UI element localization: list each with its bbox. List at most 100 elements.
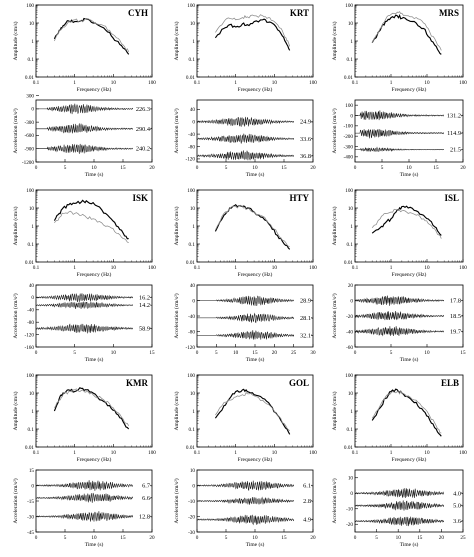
y-tick-label: 0: [350, 491, 353, 497]
x-tick-label: 10: [424, 350, 430, 356]
x-tick-label: 1: [390, 450, 393, 456]
pga-label: 58.9: [139, 325, 150, 332]
spectrum-series-black: [53, 199, 129, 240]
y-tick-label: 10: [29, 21, 35, 27]
y-tick-label: 1: [31, 39, 34, 45]
x-tick-label: 5: [215, 350, 218, 356]
label-backdrop: [133, 104, 150, 113]
x-tick-label: 10: [252, 535, 258, 541]
x-tick-label: 10: [272, 265, 278, 271]
x-tick-label: 100: [459, 265, 467, 271]
y-tick-label: 0.1: [347, 57, 354, 63]
x-tick-label: 5: [225, 535, 228, 541]
accelerogram-panel-mrs: 0 5 10 15 20 -400 -300 -200 -100 0 100 Time (s) Acce…: [331, 99, 466, 178]
spectrum-series-gray: [215, 204, 290, 248]
label-backdrop: [444, 327, 461, 336]
y-tick-label: 0.1: [28, 427, 35, 433]
y-tick-label: 0.01: [25, 260, 34, 266]
spectrum-series-gray: [54, 18, 130, 52]
label-backdrop: [294, 117, 311, 126]
accelerogram-trace: [196, 514, 314, 526]
accelerogram-panel-krt: 0 5 10 15 20 -120 -80 -40 0 40 Time (s) Acceleratio…: [173, 99, 316, 178]
y-tick-label: 100: [345, 103, 353, 109]
y-tick-label: 100: [26, 3, 34, 9]
y-tick-label: 10: [348, 21, 354, 27]
y-tick-label: 10: [348, 206, 354, 212]
label-backdrop: [133, 493, 150, 502]
x-tick-label: 10: [111, 265, 117, 271]
y-axis-label: Amplitude (cm/s): [173, 206, 180, 245]
y-tick-label: -30: [188, 530, 195, 536]
y-tick-label: -10: [188, 499, 195, 505]
y-tick-label: 1: [350, 39, 353, 45]
y-tick-label: -15: [27, 499, 34, 505]
y-tick-label: -60: [346, 345, 353, 351]
x-axis-label: Time (s): [85, 171, 104, 178]
plot-frame: [354, 469, 464, 533]
x-tick-label: 0: [354, 165, 357, 171]
y-tick-label: 0: [31, 483, 34, 489]
x-tick-label: 10: [272, 450, 278, 456]
label-backdrop: [133, 144, 150, 153]
x-tick-label: 0.1: [352, 265, 359, 271]
x-axis-label: Frequency (Hz): [392, 86, 427, 93]
x-axis-label: Time (s): [400, 171, 419, 178]
spectrum-series-black: [53, 17, 130, 55]
y-tick-label: 100: [26, 373, 34, 379]
y-tick-label: 10: [190, 391, 196, 397]
station-label: MRS: [439, 8, 459, 18]
y-tick-label: 0.1: [28, 242, 35, 248]
x-tick-label: 1: [234, 265, 237, 271]
spectrum-series-black: [214, 388, 291, 435]
label-backdrop: [444, 296, 461, 305]
x-axis-label: Time (s): [246, 541, 265, 548]
y-tick-label: 1: [350, 224, 353, 230]
x-axis-label: Time (s): [246, 356, 265, 363]
pga-label: 21.5: [450, 147, 461, 154]
label-backdrop: [444, 517, 461, 526]
y-tick-label: 0: [31, 295, 34, 301]
pga-label: 18.5: [450, 313, 461, 320]
y-tick-label: 10: [190, 206, 196, 212]
accelerogram-trace: [197, 480, 314, 491]
x-tick-label: 5: [381, 165, 384, 171]
spectrum-series-gray: [215, 14, 291, 47]
x-tick-label: 20: [460, 165, 466, 171]
y-tick-label: -160: [24, 345, 34, 351]
x-tick-label: 0.1: [33, 80, 40, 86]
y-tick-label: -900: [24, 147, 34, 153]
x-tick-label: 100: [459, 450, 467, 456]
label-backdrop: [294, 296, 311, 305]
pga-label: 114.9: [447, 130, 461, 137]
y-tick-label: 0.01: [25, 445, 34, 451]
y-tick-label: -400: [343, 155, 353, 161]
x-tick-label: 100: [148, 450, 156, 456]
spectrum-series-black: [214, 204, 291, 250]
pga-label: 2.8: [303, 498, 311, 505]
y-axis-label: Amplitude (cm/s): [12, 21, 19, 60]
x-tick-label: 0.1: [352, 450, 359, 456]
accelerogram-trace: [36, 293, 153, 303]
x-axis-label: Time (s): [85, 541, 104, 548]
spectrum-series-gray: [371, 390, 442, 434]
x-tick-label: 20: [149, 535, 155, 541]
y-tick-label: 100: [26, 188, 34, 194]
x-tick-label: 15: [120, 535, 126, 541]
y-tick-label: 0.01: [344, 445, 353, 451]
x-tick-label: 15: [460, 350, 466, 356]
y-tick-label: -600: [24, 133, 34, 139]
y-axis-label: Amplitude (cm/s): [331, 391, 338, 430]
x-tick-label: 1: [73, 80, 76, 86]
x-tick-label: 20: [149, 165, 155, 171]
x-tick-label: 0: [35, 350, 38, 356]
y-tick-label: 1: [31, 409, 34, 415]
y-axis-label: Acceleration (cm/s²): [331, 478, 338, 523]
label-backdrop: [294, 481, 311, 490]
y-tick-label: -10: [346, 507, 353, 513]
